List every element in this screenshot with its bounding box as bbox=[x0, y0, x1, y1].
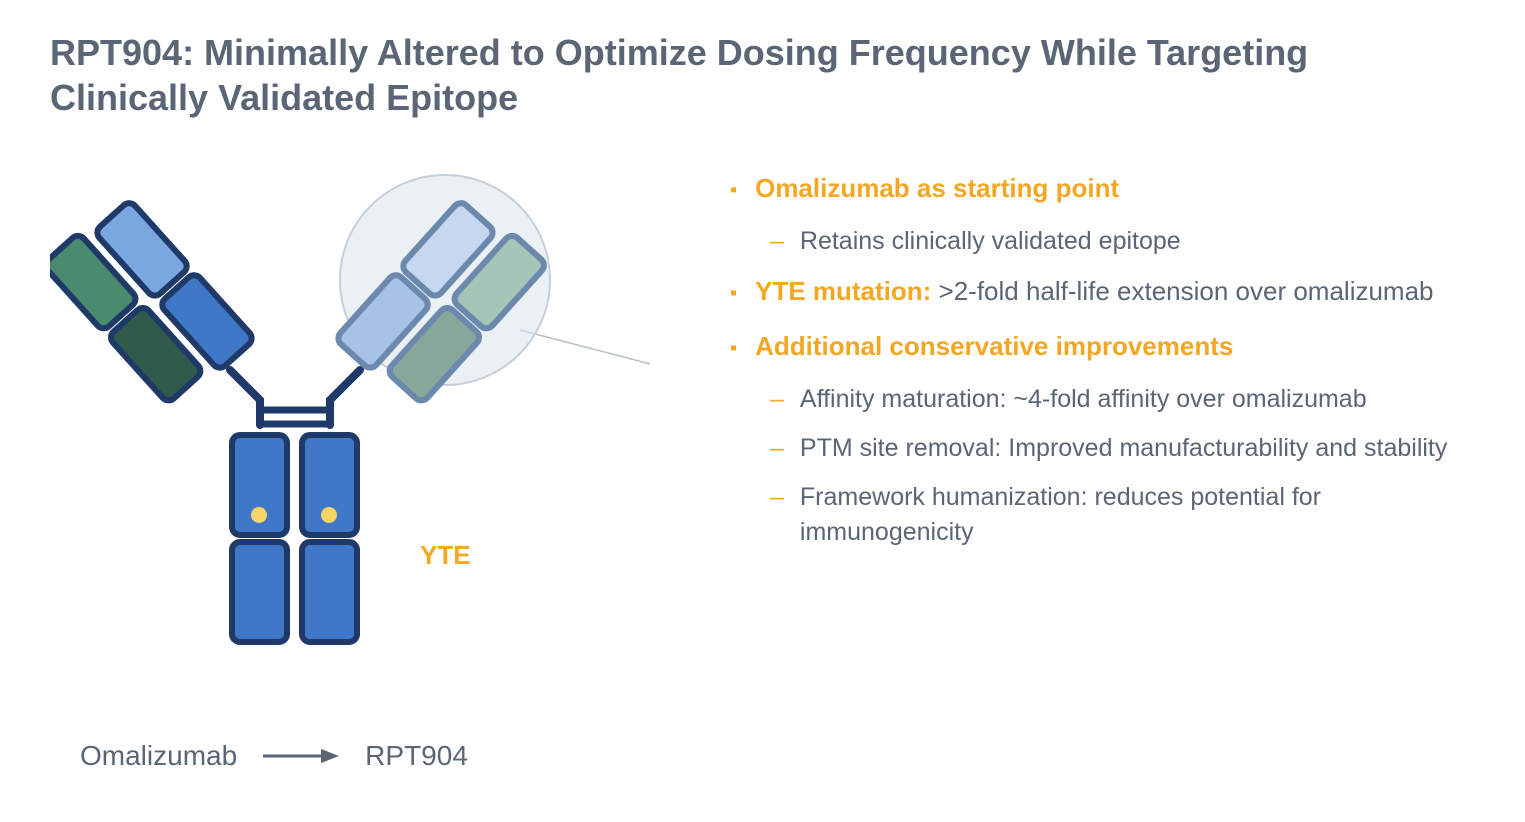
subbullet-text: Affinity maturation: ~4-fold affinity ov… bbox=[800, 382, 1367, 417]
diagram-column: YTE Omalizumab RPT904 bbox=[50, 160, 650, 772]
bullet-sub: – Affinity maturation: ~4-fold affinity … bbox=[770, 382, 1475, 417]
bullet-bold: YTE mutation: bbox=[755, 276, 938, 306]
antibody-diagram bbox=[50, 160, 650, 730]
caption-right: RPT904 bbox=[365, 740, 468, 772]
caption-left: Omalizumab bbox=[80, 740, 237, 772]
bullet-rest: >2-fold half-life extension over omalizu… bbox=[939, 276, 1434, 306]
bullet-marker-icon: ▪ bbox=[730, 176, 737, 204]
dash-icon: – bbox=[770, 224, 784, 259]
subbullet-text: PTM site removal: Improved manufacturabi… bbox=[800, 431, 1447, 466]
bullet-bold: Omalizumab as starting point bbox=[755, 173, 1119, 203]
bullet-marker-icon: ▪ bbox=[730, 279, 737, 307]
subbullet-text: Retains clinically validated epitope bbox=[800, 224, 1181, 259]
page-title: RPT904: Minimally Altered to Optimize Do… bbox=[50, 30, 1450, 120]
dash-icon: – bbox=[770, 480, 784, 515]
content-row: YTE Omalizumab RPT904 ▪ Omalizumab as st… bbox=[50, 160, 1475, 772]
bullet-main: ▪ YTE mutation: >2-fold half-life extens… bbox=[730, 273, 1475, 309]
bullet-sub: – PTM site removal: Improved manufactura… bbox=[770, 431, 1475, 466]
subbullet-text: Framework humanization: reduces potentia… bbox=[800, 480, 1475, 550]
bullet-sub: – Framework humanization: reduces potent… bbox=[770, 480, 1475, 550]
yte-label: YTE bbox=[420, 540, 471, 571]
dash-icon: – bbox=[770, 382, 784, 417]
bullet-main: ▪ Omalizumab as starting point bbox=[730, 170, 1475, 206]
caption-row: Omalizumab RPT904 bbox=[80, 740, 650, 772]
bullet-sub: – Retains clinically validated epitope bbox=[770, 224, 1475, 259]
dash-icon: – bbox=[770, 431, 784, 466]
arrow-icon bbox=[261, 746, 341, 766]
bullet-main: ▪ Additional conservative improvements bbox=[730, 328, 1475, 364]
bullet-bold: Additional conservative improvements bbox=[755, 331, 1233, 361]
bullets-column: ▪ Omalizumab as starting point – Retains… bbox=[730, 160, 1475, 772]
bullet-marker-icon: ▪ bbox=[730, 334, 737, 362]
